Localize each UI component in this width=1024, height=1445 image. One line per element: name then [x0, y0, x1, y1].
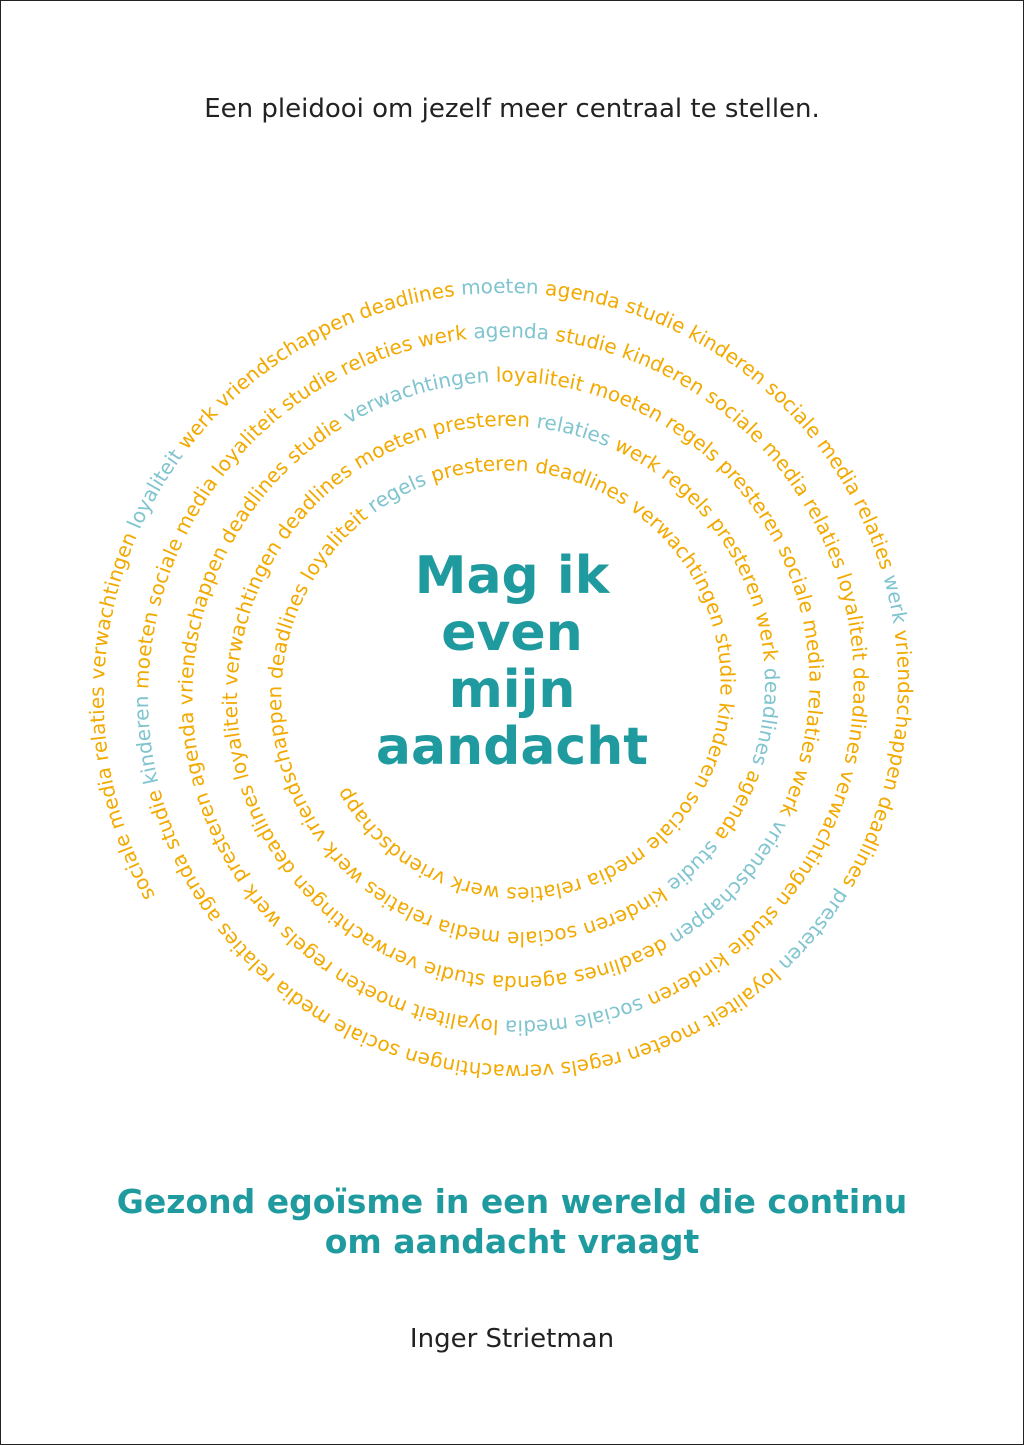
spiral-word: presteren: [421, 451, 530, 489]
spiral-word: loyaliteit: [0, 0, 6, 5]
spiral-word: sociale: [109, 831, 160, 905]
spiral-word: media: [504, 1011, 576, 1040]
spiral-word: media: [166, 472, 222, 544]
spiral-word: moeten: [625, 1013, 712, 1068]
spiral-word: sociale: [328, 1014, 408, 1066]
spiral-word: agenda: [465, 318, 550, 345]
spiral-word: relaties: [505, 871, 591, 906]
spiral-word: studie: [420, 956, 493, 994]
spiral-word: presteren: [423, 407, 530, 442]
spiral-word: regels: [0, 0, 6, 5]
spiral-word: presteren: [0, 0, 6, 5]
spiral-word: sociale: [0, 0, 6, 5]
title-line: mijn: [448, 660, 576, 720]
tagline: Een pleidooi om jezelf meer centraal te …: [204, 94, 820, 124]
subtitle-line: om aandacht vraagt: [324, 1222, 700, 1261]
spiral-word: studie: [548, 321, 621, 359]
book-title: Mag ik even mijn aandacht: [0, 548, 1024, 776]
spiral-word: studie: [141, 787, 187, 860]
spiral-word: media: [269, 975, 340, 1034]
spiral-word: relaties: [0, 0, 6, 5]
spiral-word: moeten: [580, 373, 668, 427]
spiral-word: deadlines: [0, 0, 6, 5]
spiral-word: verwachtingen: [0, 0, 8, 5]
spiral-word: regels: [358, 467, 430, 521]
spiral-word: sociale: [573, 991, 653, 1035]
author-name: Inger Strietman: [409, 1324, 615, 1354]
spiral-word: agenda: [0, 0, 6, 5]
spiral-word: regels: [656, 406, 725, 466]
spiral-word: relaties: [529, 408, 614, 451]
spiral-word: verwachtingen: [401, 1043, 562, 1084]
spiral-word: werk: [408, 320, 468, 354]
spiral-word: agenda: [538, 275, 623, 314]
spiral-word: agenda: [491, 966, 576, 995]
subtitle-line: Gezond egoïsme in een wereld die continu: [116, 1182, 908, 1221]
title-line: Mag ik: [414, 546, 610, 606]
subtitle: Gezond egoïsme in een wereld die continu…: [0, 1182, 1024, 1262]
spiral-word: studie: [270, 362, 341, 420]
spiral-word: loyaliteit: [408, 999, 505, 1040]
spiral-word: deadlines: [0, 0, 6, 5]
spiral-word: loyaliteit: [488, 363, 586, 397]
spiral-word: relaties: [330, 331, 415, 383]
spiral-word: werk: [605, 429, 666, 477]
spiral-word: regels: [559, 1045, 631, 1082]
spiral-word: moeten: [453, 274, 539, 301]
spiral-word: deadlines: [528, 453, 634, 510]
spiral-word: deadlines: [349, 277, 456, 326]
spiral-word: sociale: [507, 919, 587, 951]
spiral-word: presteren: [0, 0, 6, 5]
spiral-word: kinderen: [0, 0, 6, 5]
spiral-word: werk: [447, 871, 507, 906]
spiral-word: studie: [617, 291, 690, 338]
spiral-text: sociale media relaties verwachtingen loy…: [0, 0, 917, 1084]
spiral-word: media: [584, 838, 657, 893]
spiral-word: media: [0, 0, 10, 5]
spiral-word: moeten: [0, 0, 10, 5]
spiral-word: media: [91, 766, 132, 839]
spiral-word: media: [808, 428, 866, 500]
spiral-word: vriendschappen: [0, 0, 6, 5]
spiral-word: media: [434, 914, 507, 951]
spiral-word: relaties: [210, 918, 284, 993]
title-line: even: [441, 603, 583, 663]
title-line: aandacht: [375, 717, 649, 777]
